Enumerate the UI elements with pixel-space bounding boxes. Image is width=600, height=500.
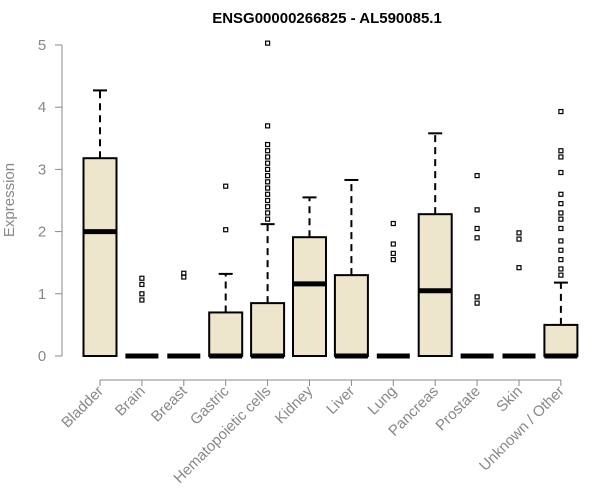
- x-tick-label: Lung: [365, 383, 401, 419]
- outlier-point: [390, 256, 396, 263]
- outlier-point: [558, 238, 564, 244]
- box-brain: [125, 275, 159, 359]
- outlier-point: [139, 281, 145, 288]
- box-pancreas: [417, 132, 453, 357]
- outlier-point: [558, 148, 564, 154]
- outlier-point: [474, 294, 480, 300]
- outlier-point: [265, 185, 271, 191]
- outlier-point: [474, 173, 480, 179]
- outlier-point: [265, 197, 271, 204]
- x-tick-label: Brain: [112, 383, 149, 420]
- box-gastric: [208, 183, 244, 359]
- y-tick-label: 2: [38, 224, 46, 241]
- y-tick-label: 3: [38, 161, 46, 178]
- outlier-point: [265, 166, 271, 172]
- box-body: [82, 157, 118, 357]
- outlier-point: [558, 154, 564, 160]
- x-tick-label: Liver: [323, 383, 358, 418]
- box-unknown-other: [543, 108, 579, 359]
- outlier-point: [139, 291, 145, 297]
- outlier-point: [265, 40, 271, 46]
- x-tick-label: Skin: [493, 383, 526, 416]
- box-kidney: [292, 196, 327, 357]
- outlier-point: [474, 300, 480, 306]
- outlier-point: [265, 216, 271, 222]
- outlier-point: [516, 236, 522, 242]
- y-axis-label: Expression: [1, 163, 18, 237]
- outlier-point: [139, 297, 145, 303]
- outlier-point: [474, 235, 480, 241]
- outlier-point: [558, 216, 564, 222]
- outlier-point: [390, 241, 396, 247]
- box-body: [417, 213, 453, 357]
- outlier-point: [558, 256, 564, 263]
- box-body: [208, 311, 244, 357]
- outlier-point: [558, 225, 564, 232]
- outlier-point: [558, 191, 564, 197]
- outlier-point: [181, 270, 187, 276]
- outlier-point: [558, 108, 564, 115]
- x-tick-label: Bladder: [58, 383, 107, 432]
- y-tick-label: 4: [38, 99, 46, 116]
- outlier-point: [474, 225, 480, 232]
- outlier-point: [558, 169, 564, 176]
- outlier-point: [265, 204, 271, 210]
- x-tick-label: Kidney: [272, 382, 317, 427]
- outlier-point: [390, 250, 396, 256]
- outlier-point: [558, 272, 564, 278]
- outlier-point: [516, 265, 522, 271]
- box-bladder: [82, 89, 118, 357]
- outlier-point: [390, 220, 396, 227]
- y-tick-label: 0: [38, 348, 46, 365]
- outlier-point: [265, 154, 271, 160]
- chart-title: ENSG00000266825 - AL590085.1: [212, 10, 442, 27]
- outlier-point: [474, 207, 480, 213]
- box-body: [292, 236, 327, 357]
- box-body: [333, 274, 369, 358]
- y-tick-label: 1: [38, 286, 46, 303]
- outlier-point: [223, 183, 229, 189]
- outlier-point: [558, 201, 564, 207]
- box-prostate: [460, 173, 494, 359]
- outlier-point: [516, 230, 522, 236]
- outlier-point: [265, 160, 271, 166]
- outlier-point: [265, 148, 271, 154]
- box-breast: [167, 270, 201, 359]
- x-tick-label: Prostate: [432, 383, 484, 435]
- outlier-point: [265, 210, 271, 216]
- outlier-point: [558, 266, 564, 272]
- outlier-point: [139, 275, 145, 281]
- box-hematopoietic-cells: [250, 40, 286, 359]
- y-tick-label: 5: [38, 37, 46, 54]
- outlier-point: [265, 123, 271, 129]
- x-tick-label: Breast: [148, 382, 191, 425]
- outlier-point: [558, 210, 564, 216]
- outlier-point: [558, 247, 564, 253]
- outlier-point: [265, 173, 271, 179]
- outlier-point: [265, 141, 271, 148]
- box-liver: [333, 178, 369, 359]
- box-body: [543, 323, 579, 357]
- outlier-point: [223, 227, 229, 233]
- outlier-point: [265, 191, 271, 197]
- box-skin: [502, 230, 536, 359]
- outlier-point: [265, 179, 271, 185]
- box-lung: [376, 220, 410, 359]
- box-body: [250, 302, 286, 358]
